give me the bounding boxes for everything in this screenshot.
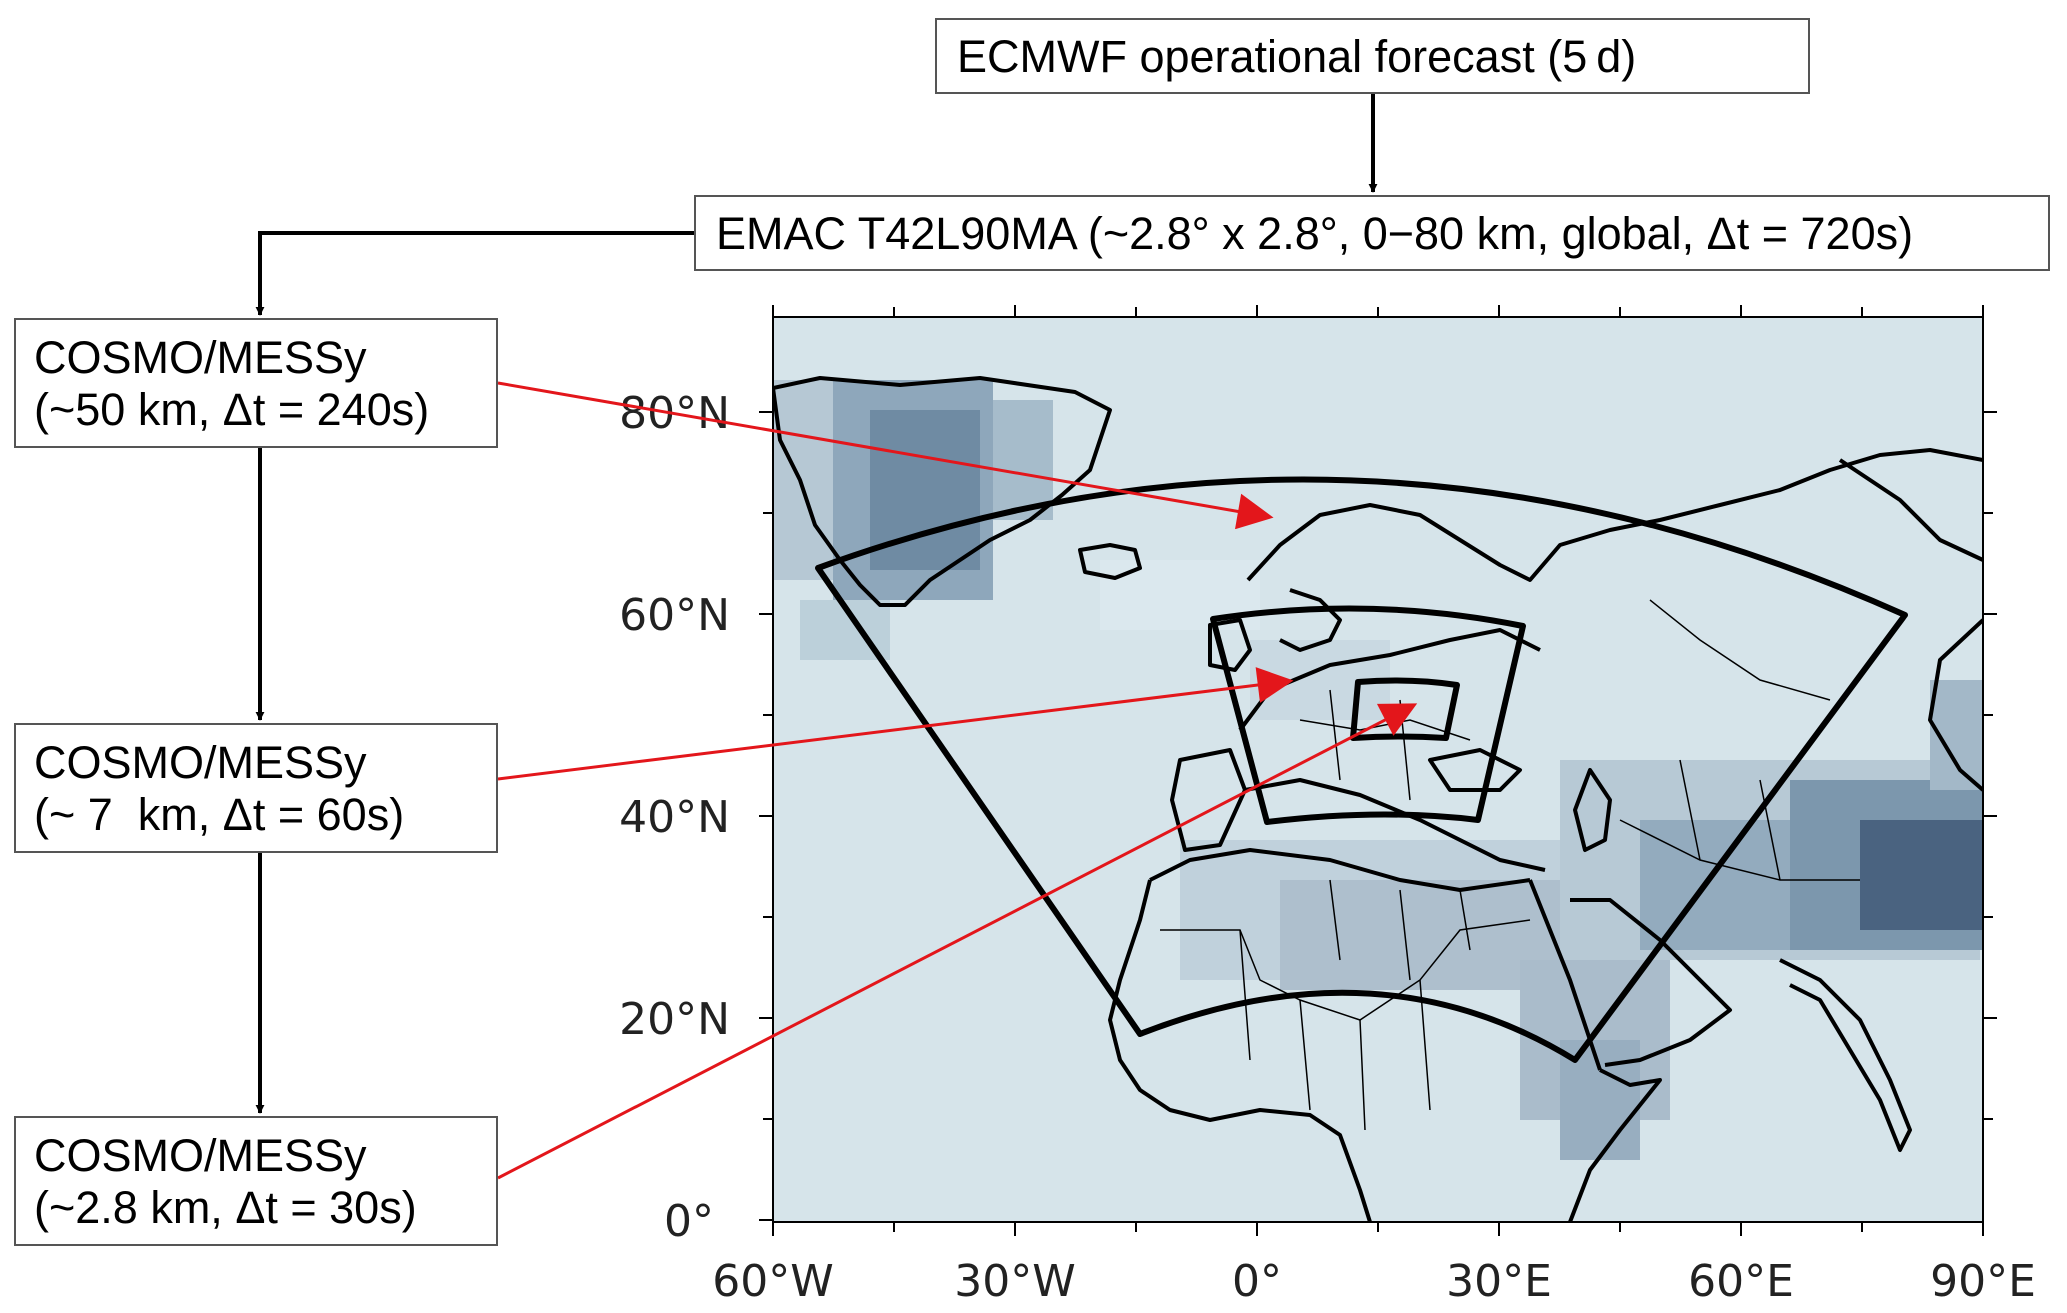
- ecmwf-forecast-label: ECMWF operational forecast (5 d): [957, 31, 1637, 82]
- pointer-7km: [497, 667, 1294, 781]
- country-borders: [1160, 599, 1860, 1131]
- model-resolution: (~50 km, Δt = 240s): [34, 384, 430, 435]
- model-name: COSMO/MESSy: [34, 332, 367, 383]
- ecmwf-forecast-box: ECMWF operational forecast (5 d): [935, 18, 1810, 94]
- lon-tick-label: 30°W: [954, 1256, 1076, 1307]
- cosmo-messy-50km-box: COSMO/MESSy (~50 km, Δt = 240s): [14, 318, 498, 448]
- domain-2.8km: [1350, 677, 1460, 741]
- cosmo-messy-2.8km-box: COSMO/MESSy (~2.8 km, Δt = 30s): [14, 1116, 498, 1246]
- emac-global-model-label: EMAC T42L90MA (~2.8° x 2.8°, 0−80 km, gl…: [716, 208, 1914, 259]
- emac-global-model-box: EMAC T42L90MA (~2.8° x 2.8°, 0−80 km, gl…: [694, 195, 2050, 271]
- lat-tick-label: 0°: [664, 1196, 714, 1247]
- model-resolution: (~2.8 km, Δt = 30s): [34, 1182, 417, 1233]
- lon-tick-label: 0°: [1232, 1256, 1282, 1307]
- nested-domains: [815, 476, 1908, 1063]
- tick-marks: [759, 305, 1997, 1236]
- model-name: COSMO/MESSy: [34, 737, 367, 788]
- domain-7km: [1210, 605, 1526, 825]
- lon-tick-label: 90°E: [1930, 1256, 2036, 1307]
- model-name: COSMO/MESSy: [34, 1130, 367, 1181]
- model-resolution: (~ 7 km, Δt = 60s): [34, 789, 405, 840]
- lon-tick-label: 60°E: [1688, 1256, 1794, 1307]
- pointer-50km: [497, 381, 1274, 530]
- flow-arrows: [255, 94, 1378, 1114]
- lat-tick-label: 40°N: [619, 792, 730, 843]
- lon-tick-label: 30°E: [1446, 1256, 1552, 1307]
- domain-pointers: [497, 381, 1418, 1180]
- pointer-2.8km: [497, 703, 1418, 1180]
- domain-50km: [815, 476, 1908, 1063]
- cosmo-messy-7km-box: COSMO/MESSy (~ 7 km, Δt = 60s): [14, 723, 498, 853]
- lon-tick-label: 60°W: [712, 1256, 834, 1307]
- arrow-emac-to-cosmo50: [255, 231, 694, 316]
- lat-tick-label: 20°N: [619, 994, 730, 1045]
- lat-tick-label: 60°N: [619, 590, 730, 641]
